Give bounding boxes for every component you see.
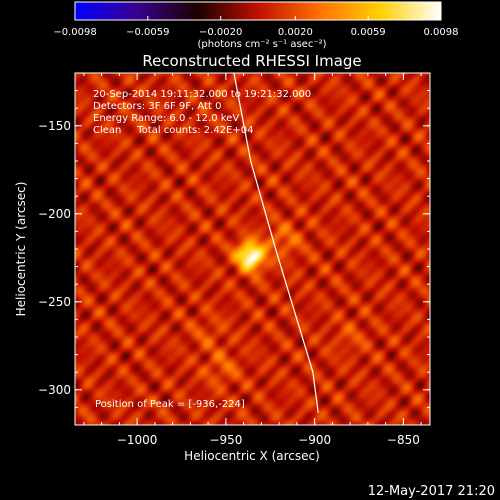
colorbar-ticks: −0.0098 −0.0059 −0.0020 0.0020 0.0059 0.0098 (53, 16, 459, 38)
y-tick-label: −250 (38, 295, 71, 309)
colorbar-tick-label: −0.0059 (126, 27, 169, 38)
x-tick-label: −850 (387, 433, 420, 447)
observation-info: 20-Sep-2014 19:11:32.000 to 19:21:32.000… (93, 89, 311, 136)
colorbar-tick-label: 0.0098 (424, 27, 459, 38)
y-tick-label: −300 (38, 383, 71, 397)
y-axis-label: Heliocentric Y (arcsec) (14, 182, 28, 317)
y-tick-label: −150 (38, 119, 71, 133)
y-tick-label: −200 (38, 207, 71, 221)
x-axis: −1000 −950 −900 −850 (83, 73, 422, 447)
x-axis-label: Heliocentric X (arcsec) (184, 449, 320, 463)
colorbar (74, 1, 442, 21)
heatmap-image (75, 73, 430, 425)
colorbar-tick-label: 0.0020 (278, 27, 313, 38)
info-line: Detectors: 3F 6F 9F, Att 0 (93, 101, 221, 112)
info-line: Clean Total counts: 2.42E+04 (93, 125, 253, 136)
y-axis: −150 −200 −250 −300 (38, 90, 430, 408)
peak-position-label: Position of Peak = [-936,-224] (95, 399, 245, 410)
x-tick-label: −1000 (117, 433, 158, 447)
x-tick-label: −950 (209, 433, 242, 447)
footer-timestamp: 12-May-2017 21:20 (368, 484, 495, 499)
info-line: Energy Range: 6.0 - 12.0 keV (93, 113, 239, 124)
heatmap-canvas (75, 73, 430, 425)
colorbar-tick-label: 0.0059 (351, 27, 386, 38)
colorbar-units: (photons cm⁻² s⁻¹ asec⁻²) (197, 39, 326, 50)
info-line: 20-Sep-2014 19:11:32.000 to 19:21:32.000 (93, 89, 311, 100)
solar-limb-line (233, 73, 319, 413)
chart-title: Reconstructed RHESSI Image (142, 52, 361, 70)
colorbar-tick-label: −0.0020 (199, 27, 242, 38)
x-tick-label: −900 (298, 433, 331, 447)
colorbar-tick-label: −0.0098 (53, 27, 96, 38)
